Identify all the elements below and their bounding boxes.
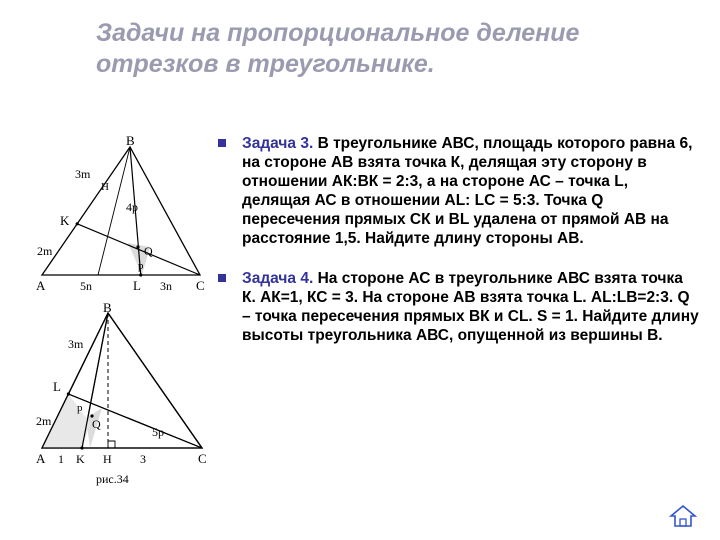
home-icon[interactable] [668, 504, 698, 528]
problem-3: Задача 3. В треугольнике АВС, площадь ко… [218, 135, 700, 248]
svg-text:p: p [138, 260, 144, 272]
svg-text:H: H [101, 181, 109, 193]
diagram-1: A B C K L Q H 3m 2m 5n 3n 4p p [30, 135, 210, 303]
svg-text:4p: 4p [126, 200, 138, 214]
slide-title: Задачи на пропорциональное деление отрез… [96, 18, 696, 79]
svg-text:C: C [198, 451, 207, 466]
bullet-icon [218, 139, 226, 147]
svg-text:p: p [77, 402, 83, 414]
svg-text:A: A [36, 278, 46, 293]
svg-text:Q: Q [92, 417, 101, 431]
svg-text:L: L [53, 379, 61, 394]
diagram-column: A B C K L Q H 3m 2m 5n 3n 4p p [30, 135, 210, 488]
diagram-2: A B C K L Q H 3m 2m 5p p 1 3 рис.34 [30, 303, 210, 488]
problem-3-text: Задача 3. В треугольнике АВС, площадь ко… [242, 135, 700, 248]
content-area: A B C K L Q H 3m 2m 5n 3n 4p p [30, 135, 700, 530]
svg-text:3: 3 [140, 452, 146, 466]
problem-4-head: Задача 4. [242, 270, 313, 287]
svg-text:A: A [36, 451, 46, 466]
svg-text:L: L [133, 278, 141, 293]
svg-text:K: K [60, 213, 70, 228]
svg-text:H: H [103, 452, 112, 466]
svg-text:K: K [76, 452, 85, 466]
svg-text:B: B [126, 135, 135, 148]
svg-text:3n: 3n [160, 279, 172, 293]
svg-text:5n: 5n [80, 279, 92, 293]
svg-text:C: C [196, 278, 205, 293]
svg-text:рис.34: рис.34 [96, 472, 129, 486]
svg-text:B: B [103, 303, 112, 315]
svg-text:3m: 3m [68, 337, 84, 351]
problem-4: Задача 4. На стороне АС в треугольнике А… [218, 270, 700, 346]
bullet-icon [218, 274, 226, 282]
problem-4-text: Задача 4. На стороне АС в треугольнике А… [242, 270, 700, 346]
problem-3-head: Задача 3. [242, 135, 313, 152]
svg-text:Q: Q [144, 244, 153, 258]
svg-text:3m: 3m [75, 167, 91, 181]
svg-text:5p: 5p [152, 425, 164, 439]
text-column: Задача 3. В треугольнике АВС, площадь ко… [218, 135, 700, 368]
svg-text:2m: 2m [36, 414, 52, 428]
svg-text:2m: 2m [37, 244, 53, 258]
svg-text:1: 1 [58, 452, 64, 466]
